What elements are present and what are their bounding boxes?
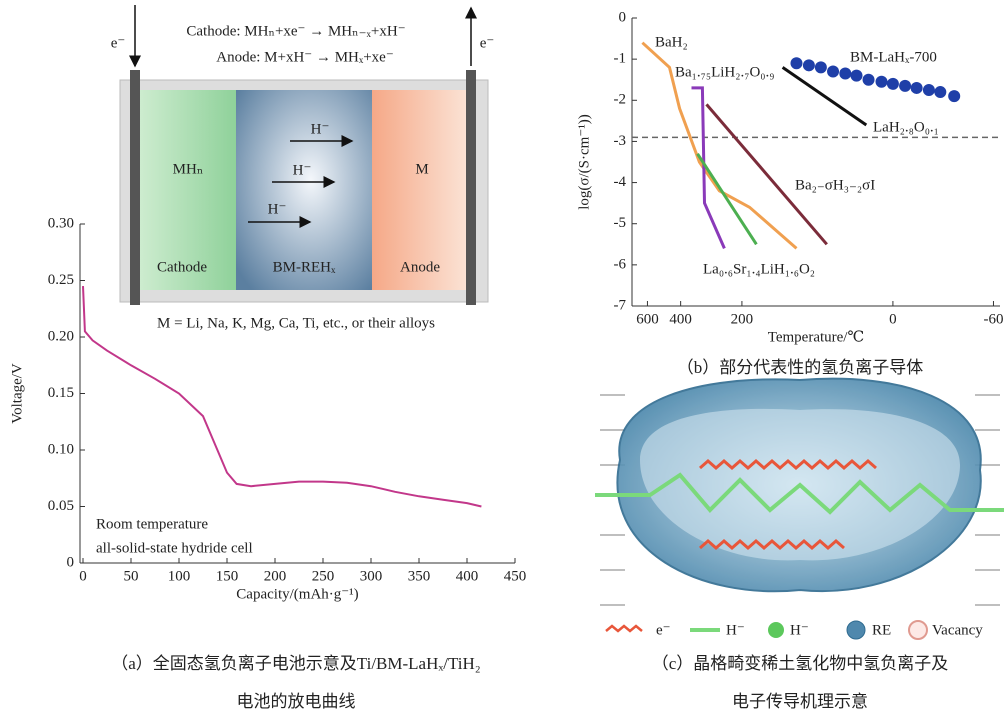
y-tick-label: 0.20 — [48, 328, 74, 344]
x-tick-label: 200 — [264, 568, 287, 584]
series-label: La₀.₆Sr₁.₄LiH₁.₆O₂ — [703, 261, 815, 277]
ion-label: H⁻ — [311, 121, 330, 137]
legend-label: Vacancy — [932, 622, 983, 638]
data-point — [790, 57, 802, 69]
caption: 电池的放电曲线 — [237, 692, 356, 711]
data-point — [863, 74, 875, 86]
note: M = Li, Na, K, Mg, Ca, Ti, etc., or thei… — [157, 315, 435, 331]
series-label: BM-LaHₓ-700 — [850, 49, 937, 65]
figure: e⁻ e⁻ Cathode: MHₙ+xe⁻ → MHₙ₋ₓ+xH⁻ Anode… — [0, 0, 1004, 720]
region-label: BM-REHₓ — [273, 259, 336, 275]
ion-label: H⁻ — [293, 162, 312, 178]
caption: （c）晶格畸变稀土氢化物中氢负离子及 — [652, 654, 949, 673]
battery-diagram: e⁻ e⁻ Cathode: MHₙ+xe⁻ → MHₙ₋ₓ+xH⁻ Anode… — [111, 5, 495, 331]
y-tick-label: -3 — [614, 133, 627, 149]
x-tick-label: 450 — [504, 568, 527, 584]
y-tick-label: 0.10 — [48, 441, 74, 457]
left-electrode — [130, 70, 140, 305]
data-point — [839, 68, 851, 80]
electron-label: e⁻ — [111, 35, 126, 51]
series-label: LaH₂.₈O₀.₁ — [873, 119, 939, 135]
x-tick-label: 200 — [731, 311, 754, 327]
x-tick-label: 250 — [312, 568, 335, 584]
y-axis-label: log(σ/(S·cm⁻¹)) — [576, 114, 592, 209]
y-tick-label: 0 — [67, 554, 75, 570]
electron-label: e⁻ — [480, 35, 495, 51]
data-point — [815, 61, 827, 73]
y-tick-label: 0.05 — [48, 498, 74, 514]
annotation: Room temperature — [96, 516, 208, 532]
x-tick-label: 150 — [216, 568, 239, 584]
data-point — [887, 78, 899, 90]
data-point — [803, 59, 815, 71]
y-tick-label: -5 — [614, 215, 627, 231]
data-point — [934, 86, 946, 98]
ion-label: H⁻ — [268, 201, 287, 217]
region-label: Anode — [400, 259, 440, 275]
x-tick-label: 350 — [408, 568, 431, 584]
x-axis-label: Capacity/(mAh·g⁻¹) — [236, 586, 358, 602]
data-line — [698, 154, 757, 245]
x-tick-label: 300 — [360, 568, 383, 584]
caption: （b）部分代表性的氢负离子导体 — [677, 358, 924, 377]
caption: （a）全固态氢负离子电池示意及Ti/BM-LaHₓ/TiH₂ — [111, 654, 480, 673]
x-tick-label: 0 — [889, 311, 897, 327]
data-point — [851, 70, 863, 82]
series-label: BaH₂ — [655, 34, 688, 50]
y-tick-label: -6 — [614, 256, 627, 272]
legend: e⁻ H⁻ H⁻ RE Vacancy — [606, 621, 983, 639]
y-tick-label: 0.30 — [48, 215, 74, 231]
y-tick-label: -2 — [614, 92, 627, 108]
x-tick-label: 600 — [636, 311, 659, 327]
y-tick-label: 0 — [619, 9, 627, 25]
reaction: Anode: M+xH⁻ → MHₓ+xe⁻ — [216, 49, 394, 65]
y-axis-label: Voltage/V — [9, 363, 25, 424]
species-label: MHₙ — [173, 161, 204, 177]
data-point — [876, 76, 888, 88]
legend-label: H⁻ — [726, 622, 745, 638]
x-tick-label: 50 — [124, 568, 139, 584]
x-tick-label: 400 — [456, 568, 479, 584]
series-label: Ba₂₋σH₃₋₂σI — [795, 177, 875, 193]
region-label: Cathode — [157, 259, 207, 275]
series-label: Ba₁.₇₅LiH₂.₇O₀.₉ — [675, 64, 775, 80]
species-label: M — [415, 161, 428, 177]
right-electrode — [466, 70, 476, 305]
x-tick-label: 100 — [168, 568, 191, 584]
x-tick-label: 400 — [669, 311, 692, 327]
caption: 电子传导机理示意 — [732, 692, 868, 711]
y-tick-label: -1 — [614, 51, 627, 67]
legend-label: H⁻ — [790, 622, 809, 638]
legend-label: RE — [872, 622, 891, 638]
data-point — [948, 90, 960, 102]
data-point — [899, 80, 911, 92]
y-tick-label: -7 — [614, 297, 627, 313]
y-tick-label: 0.15 — [48, 385, 74, 401]
y-tick-label: 0.25 — [48, 272, 74, 288]
reaction: Cathode: MHₙ+xe⁻ → MHₙ₋ₓ+xH⁻ — [186, 23, 405, 39]
data-point — [923, 84, 935, 96]
annotation: all-solid-state hydride cell — [96, 540, 253, 556]
lattice-illustration — [595, 379, 1004, 605]
data-point — [911, 82, 923, 94]
x-tick-label: 0 — [79, 568, 87, 584]
data-point — [827, 65, 839, 77]
x-axis-label: Temperature/℃ — [768, 329, 865, 345]
legend-label: e⁻ — [656, 622, 671, 638]
y-tick-label: -4 — [614, 174, 627, 190]
x-tick-label: -60 — [983, 311, 1003, 327]
